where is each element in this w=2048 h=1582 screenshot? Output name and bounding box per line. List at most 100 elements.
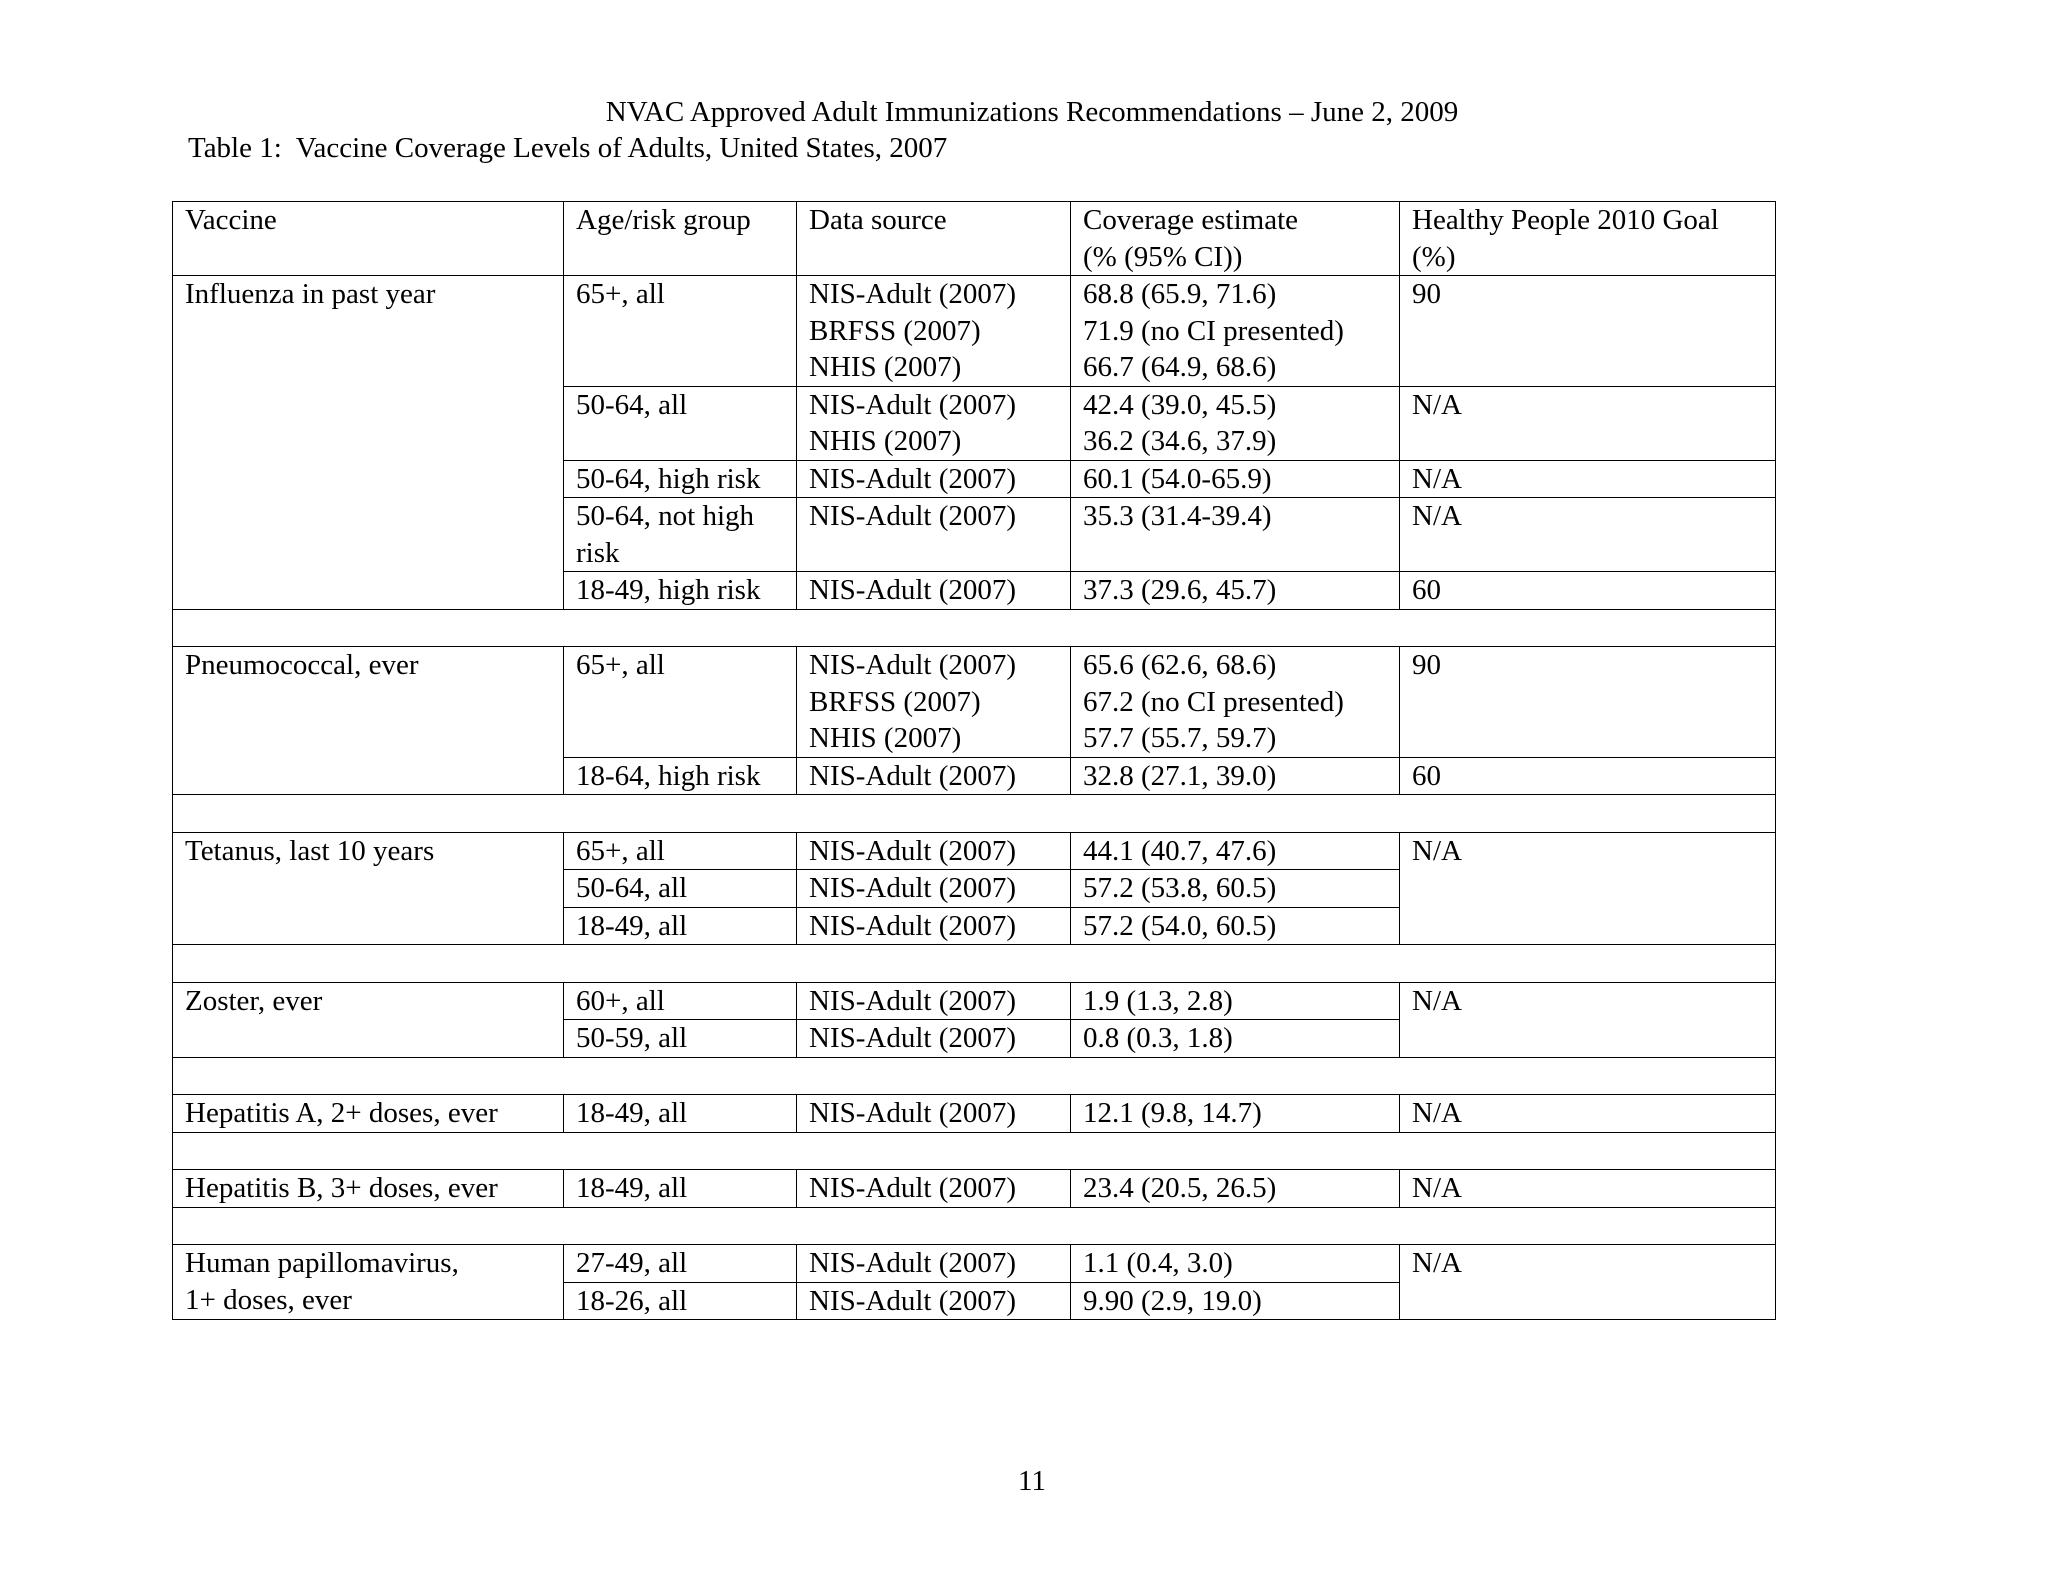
goal-cell: 90: [1399, 646, 1776, 758]
spacer-cell: [172, 1206, 1776, 1245]
age-group-cell: 18-49, high risk: [563, 571, 797, 610]
spacer-cell: [172, 794, 1776, 833]
data-source-cell: NIS-Adult (2007): [796, 1019, 1071, 1058]
goal-cell: 60: [1399, 756, 1776, 795]
vaccine-cell: Influenza in past year: [172, 275, 564, 610]
table-row: Zoster, ever 60+, all NIS-Adult (2007) 1.9 …: [172, 981, 1776, 1058]
coverage-estimate-cell: 9.90 (2.9, 19.0): [1070, 1281, 1400, 1320]
table-row: Pneumococcal, ever 65+, all NIS-Adult (200…: [172, 646, 1776, 795]
goal-cell: N/A: [1399, 1094, 1776, 1133]
age-group-cell: 50-64, not high risk: [563, 497, 797, 572]
header-row: Vaccine Age/risk group Data source Coverage…: [172, 201, 1776, 276]
coverage-estimate-cell: 0.8 (0.3, 1.8): [1070, 1019, 1400, 1058]
data-source-cell: NIS-Adult (2007): [796, 981, 1071, 1020]
header-vaccine: Vaccine: [172, 201, 564, 276]
data-source-cell: NIS-Adult (2007): [796, 1094, 1071, 1133]
page-number: 11: [1018, 1465, 1046, 1497]
age-group-cell: 50-64, high risk: [563, 459, 797, 498]
age-group-cell: 60+, all: [563, 981, 797, 1020]
spacer-row: [172, 944, 1776, 983]
coverage-estimate-cell: 37.3 (29.6, 45.7): [1070, 571, 1400, 610]
coverage-estimate-cell: 42.4 (39.0, 45.5) 36.2 (34.6, 37.9): [1070, 385, 1400, 461]
vaccine-cell: Pneumococcal, ever: [172, 646, 564, 795]
age-group-cell: 18-49, all: [563, 906, 797, 945]
vaccine-cell: Hepatitis A, 2+ doses, ever: [172, 1094, 564, 1133]
goal-cell: N/A: [1399, 831, 1776, 945]
table-row: 50-64, all NIS-Adult (2007) 57.2 (53.8, 60…: [173, 869, 1776, 908]
age-group-cell: 18-49, all: [563, 1169, 797, 1208]
data-source-cell: NIS-Adult (2007): [796, 1169, 1071, 1208]
coverage-estimate-cell: 23.4 (20.5, 26.5): [1070, 1169, 1400, 1208]
age-group-cell: 27-49, all: [563, 1244, 797, 1283]
coverage-estimate-cell: 35.3 (31.4-39.4): [1070, 497, 1400, 572]
table-row: 50-64, high risk NIS-Adult (2007) 60.1 (54…: [173, 459, 1776, 498]
header-age-group: Age/risk group: [563, 201, 797, 276]
spacer-row: [172, 1131, 1776, 1170]
goal-cell: N/A: [1399, 981, 1776, 1058]
goal-cell: N/A: [1399, 497, 1776, 572]
coverage-table: Vaccine Age/risk group Data source Coverage…: [172, 201, 1776, 1320]
table-row: Influenza in past year 65+, all NIS-Adult …: [172, 275, 1776, 610]
table-row: Tetanus, last 10 years 65+, all NIS-Adult …: [172, 831, 1776, 945]
table-row: Hepatitis A, 2+ doses, ever 18-49, all NIS…: [172, 1094, 1776, 1133]
data-source-cell: NIS-Adult (2007): [796, 1281, 1071, 1320]
page-header: NVAC Approved Adult Immunizations Recomm…: [605, 96, 1459, 128]
coverage-estimate-cell: 68.8 (65.9, 71.6) 71.9 (no CI presented)…: [1070, 275, 1400, 387]
data-source-cell: NIS-Adult (2007): [796, 571, 1071, 610]
vaccine-cell: Human papillomavirus, 1+ doses, ever: [172, 1244, 564, 1320]
age-group-cell: 65+, all: [563, 646, 797, 758]
goal-cell: 60: [1399, 571, 1776, 610]
coverage-estimate-cell: 32.8 (27.1, 39.0): [1070, 756, 1400, 795]
age-group-cell: 50-64, all: [563, 869, 797, 908]
data-source-cell: NIS-Adult (2007): [796, 497, 1071, 572]
table-row: 18-26, all NIS-Adult (2007) 9.90 (2.9, 19.…: [173, 1281, 1776, 1320]
coverage-estimate-cell: 1.1 (0.4, 3.0): [1070, 1244, 1400, 1283]
data-source-cell: NIS-Adult (2007) BRFSS (2007) NHIS (2007…: [796, 275, 1071, 387]
spacer-cell: [172, 944, 1776, 983]
vaccine-cell: Zoster, ever: [172, 981, 564, 1058]
table-title: Table 1: Vaccine Coverage Levels of Adul…: [188, 132, 948, 164]
spacer-row: [172, 1206, 1776, 1245]
age-group-cell: 50-64, all: [563, 385, 797, 461]
spacer-cell: [172, 1131, 1776, 1170]
data-source-cell: NIS-Adult (2007): [796, 869, 1071, 908]
header-data-source: Data source: [796, 201, 1071, 276]
table-row: 50-64, all NIS-Adult (2007) NHIS (2007) 42…: [173, 385, 1776, 461]
data-source-cell: NIS-Adult (2007): [796, 831, 1071, 870]
data-source-cell: NIS-Adult (2007): [796, 756, 1071, 795]
data-source-cell: NIS-Adult (2007) NHIS (2007): [796, 385, 1071, 461]
data-source-cell: NIS-Adult (2007) BRFSS (2007) NHIS (2007…: [796, 646, 1071, 758]
spacer-row: [172, 1056, 1776, 1095]
table-row: 18-49, high risk NIS-Adult (2007) 37.3 (29…: [173, 571, 1776, 610]
age-group-cell: 18-49, all: [563, 1094, 797, 1133]
data-source-cell: NIS-Adult (2007): [796, 459, 1071, 498]
vaccine-cell: Tetanus, last 10 years: [172, 831, 564, 945]
coverage-estimate-cell: 44.1 (40.7, 47.6): [1070, 831, 1400, 870]
goal-cell: N/A: [1399, 459, 1776, 498]
age-group-cell: 18-26, all: [563, 1281, 797, 1320]
coverage-estimate-cell: 1.9 (1.3, 2.8): [1070, 981, 1400, 1020]
data-source-cell: NIS-Adult (2007): [796, 1244, 1071, 1283]
vaccine-cell: Hepatitis B, 3+ doses, ever: [172, 1169, 564, 1208]
age-group-cell: 50-59, all: [563, 1019, 797, 1058]
spacer-row: [172, 608, 1776, 647]
age-group-cell: 65+, all: [563, 275, 797, 387]
coverage-estimate-cell: 60.1 (54.0-65.9): [1070, 459, 1400, 498]
goal-cell: N/A: [1399, 1169, 1776, 1208]
table-row: 50-59, all NIS-Adult (2007) 0.8 (0.3, 1.8): [173, 1019, 1776, 1058]
spacer-row: [172, 794, 1776, 833]
table-row: Human papillomavirus, 1+ doses, ever 27-4…: [172, 1244, 1776, 1320]
goal-cell: N/A: [1399, 385, 1776, 461]
coverage-estimate-cell: 65.6 (62.6, 68.6) 67.2 (no CI presented)…: [1070, 646, 1400, 758]
coverage-estimate-cell: 12.1 (9.8, 14.7): [1070, 1094, 1400, 1133]
spacer-cell: [172, 608, 1776, 647]
header-goal: Healthy People 2010 Goal (%): [1399, 201, 1776, 276]
age-group-cell: 65+, all: [563, 831, 797, 870]
goal-cell: N/A: [1399, 1244, 1776, 1320]
goal-cell: 90: [1399, 275, 1776, 387]
coverage-estimate-cell: 57.2 (54.0, 60.5): [1070, 906, 1400, 945]
spacer-cell: [172, 1056, 1776, 1095]
header-coverage-estimate: Coverage estimate (% (95% CI)): [1070, 201, 1400, 276]
table-row: 18-49, all NIS-Adult (2007) 57.2 (54.0, 60…: [173, 906, 1776, 945]
coverage-estimate-cell: 57.2 (53.8, 60.5): [1070, 869, 1400, 908]
